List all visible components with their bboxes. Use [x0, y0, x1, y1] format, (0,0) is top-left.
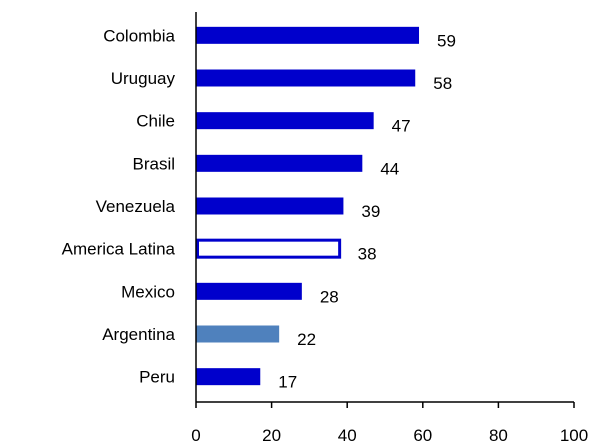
x-tick-label-20: 20: [262, 426, 281, 445]
value-label-america-latina: 38: [358, 245, 377, 264]
x-tick-label-60: 60: [413, 426, 432, 445]
value-label-mexico: 28: [320, 287, 339, 306]
value-label-peru: 17: [278, 373, 297, 392]
value-label-colombia: 59: [437, 31, 456, 50]
value-label-brasil: 44: [380, 159, 399, 178]
category-label-chile: Chile: [136, 112, 175, 131]
bar-colombia: [196, 26, 420, 44]
category-label-argentina: Argentina: [102, 325, 175, 344]
value-label-chile: 47: [392, 117, 411, 136]
x-tick-label-40: 40: [338, 426, 357, 445]
category-label-mexico: Mexico: [121, 282, 175, 301]
bar-peru: [196, 368, 261, 386]
bar-brasil: [196, 154, 363, 172]
category-label-venezuela: Venezuela: [96, 197, 176, 216]
category-labels: Colombia Uruguay Chile Brasil Venezuela Ameri…: [62, 26, 176, 386]
category-label-brasil: Brasil: [132, 154, 175, 173]
bar-mexico: [196, 282, 302, 300]
bar-argentina: [196, 325, 280, 343]
x-tick-labels: 0 20 40 60 80 100: [191, 426, 588, 445]
value-label-venezuela: 39: [361, 202, 380, 221]
value-labels: 59 58 47 44 39 38 28 22 17: [278, 31, 456, 391]
bar-america-latina: [196, 238, 342, 259]
x-tick-label-0: 0: [191, 426, 200, 445]
category-label-colombia: Colombia: [103, 26, 175, 45]
bars-group: [196, 26, 420, 386]
value-label-argentina: 22: [297, 330, 316, 349]
category-label-peru: Peru: [139, 368, 175, 387]
bar-uruguay: [196, 69, 416, 87]
x-tick-label-100: 100: [560, 426, 588, 445]
axes-group: [195, 12, 575, 408]
bar-chile: [196, 112, 374, 130]
value-label-uruguay: 58: [433, 74, 452, 93]
x-tick-label-80: 80: [489, 426, 508, 445]
category-label-america-latina: America Latina: [62, 240, 176, 259]
bar-venezuela: [196, 197, 344, 215]
category-label-uruguay: Uruguay: [111, 69, 176, 88]
